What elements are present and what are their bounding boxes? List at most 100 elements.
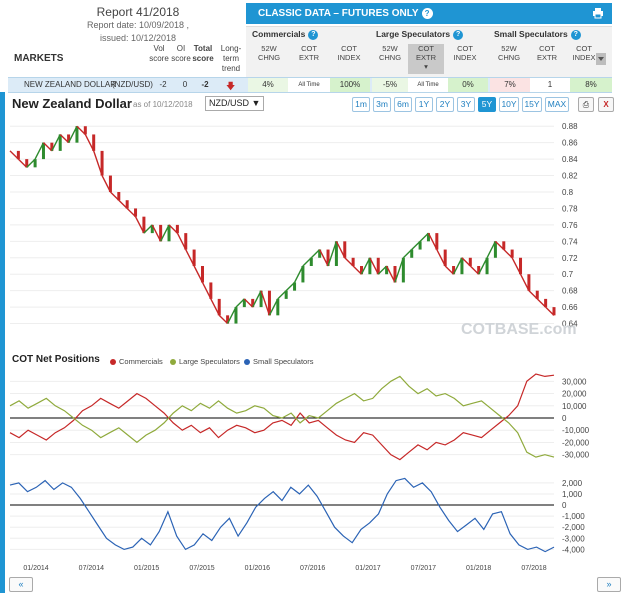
price-candle (58, 134, 62, 151)
large-speculators-line (9, 375, 555, 458)
y-tick-label: -10,000 (562, 426, 590, 435)
small-spec-series (9, 477, 555, 553)
price-candle (175, 224, 179, 234)
legend-commercials: Commercials (110, 357, 163, 366)
column-52w-chng[interactable]: 52W CHNG (257, 44, 281, 62)
price-candle (376, 257, 380, 275)
market-symbol: (NZD/USD) (112, 80, 153, 89)
help-icon[interactable]: ? (421, 8, 433, 19)
close-chart-button[interactable]: X (598, 97, 614, 112)
price-candle (426, 233, 430, 242)
price-candle (418, 241, 422, 250)
price-candle (334, 241, 338, 266)
prev-page-button[interactable]: « (9, 577, 33, 592)
next-page-button[interactable]: » (597, 577, 621, 592)
print-icon[interactable] (592, 7, 604, 19)
column-cot-extr[interactable]: COT EXTR (536, 44, 557, 62)
timeframe-3m[interactable]: 3m (373, 97, 391, 112)
comm-cot-extr: All Time (288, 78, 330, 92)
small-spec-cot-extr: 1 (530, 78, 570, 92)
timeframe-1m[interactable]: 1m (352, 97, 370, 112)
oi-score-header: OI score (171, 44, 191, 63)
price-candle (217, 298, 221, 316)
group-large-speculators-name: Large Speculators (376, 29, 451, 39)
small-spec-cot-index: 8% (570, 78, 612, 92)
timeframe-max[interactable]: MAX (545, 97, 569, 112)
y-tick-label: 0.74 (562, 237, 578, 246)
report-issued: issued: 10/12/2018 (99, 33, 177, 43)
price-candle (75, 126, 79, 143)
price-y-ticks: 0.88 0.86 0.84 0.82 0.8 0.78 0.76 0.74 0.72 0.7 0.… (562, 122, 578, 328)
timeframe-5y-active[interactable]: 5Y (478, 97, 496, 112)
price-candle (435, 233, 439, 250)
y-tick-label: 20,000 (562, 390, 587, 399)
price-candle (443, 249, 447, 266)
y-tick-label: 0 (562, 501, 567, 510)
timeframe-10y[interactable]: 10Y (499, 97, 519, 112)
large-spec-cot-index: 0% (448, 78, 488, 92)
classic-data-header: CLASSIC DATA – FUTURES ONLY? (246, 3, 612, 24)
help-icon[interactable]: ? (308, 29, 319, 40)
trend-down-arrow-icon: 🡇 (226, 81, 236, 91)
price-candle (41, 142, 45, 160)
timeframe-15y[interactable]: 15Y (522, 97, 542, 112)
timeframe-3y[interactable]: 3Y (457, 97, 475, 112)
column-cot-extr-selected[interactable]: COT EXTR ▾ (408, 44, 444, 74)
y-tick-label: 0.76 (562, 221, 578, 230)
group-small-speculators-name: Small Speculators (494, 29, 568, 39)
price-candle (234, 307, 238, 324)
price-candle (293, 282, 297, 291)
x-tick-label: 01/2016 (245, 565, 270, 572)
x-tick-label: 07/2017 (411, 565, 436, 572)
market-row-nzd[interactable]: NEW ZEALAND DOLLAR (NZD/USD) -2 0 -2 🡇 4… (8, 77, 612, 93)
y-tick-label: -4,000 (562, 545, 585, 554)
x-axis-ticks: 01/2014 07/2014 01/2015 07/2015 01/2016 07/20… (23, 565, 546, 572)
y-tick-label: 1,000 (562, 490, 583, 499)
price-candle (242, 298, 246, 308)
price-candle (360, 266, 364, 275)
price-candle (502, 241, 506, 250)
price-candle (309, 257, 313, 266)
column-cot-index[interactable]: COT INDEX (337, 44, 361, 62)
cot-net-chart: 30,000 20,000 10,000 0 -10,000 -20,000 -30,000 (9, 373, 590, 461)
column-52w-chng[interactable]: 52W CHNG (378, 44, 402, 62)
legend-small-spec-label: Small Speculators (253, 357, 314, 366)
column-cot-index[interactable]: COT INDEX (572, 44, 596, 62)
cot-y-ticks: 30,000 20,000 10,000 0 -10,000 -20,000 -30,000 (562, 377, 590, 459)
y-tick-label: -20,000 (562, 438, 590, 447)
price-candle (326, 249, 330, 266)
vol-score-header: Vol score (149, 44, 169, 63)
y-tick-label: 10,000 (562, 402, 587, 411)
help-icon[interactable]: ? (453, 29, 464, 40)
help-icon[interactable]: ? (570, 29, 581, 40)
timeframe-1y[interactable]: 1Y (415, 97, 433, 112)
y-tick-label: -2,000 (562, 523, 585, 532)
legend-commercials-label: Commercials (119, 357, 163, 366)
small-spec-52w-chng: 7% (490, 78, 530, 92)
column-52w-chng[interactable]: 52W CHNG (497, 44, 521, 62)
timeframe-2y[interactable]: 2Y (436, 97, 454, 112)
price-candle (385, 266, 389, 275)
y-tick-label: 0.68 (562, 287, 578, 296)
column-cot-index[interactable]: COT INDEX (453, 44, 477, 62)
dropdown-toggle-icon[interactable] (596, 53, 606, 65)
price-candle (284, 290, 288, 299)
price-candle (452, 266, 456, 275)
market-name[interactable]: NEW ZEALAND DOLLAR (24, 80, 117, 89)
y-tick-label: 0.72 (562, 254, 578, 263)
print-chart-icon[interactable]: ⎙ (578, 97, 594, 112)
column-cot-extr[interactable]: COT EXTR (298, 44, 319, 62)
x-tick-label: 01/2018 (466, 565, 491, 572)
timeframe-6m[interactable]: 6m (394, 97, 412, 112)
group-commercials: Commercials? 52W CHNG COT EXTR COT INDEX (246, 26, 370, 77)
group-small-speculators: Small Speculators? 52W CHNG COT EXTR COT… (488, 26, 612, 77)
cot-series (9, 373, 555, 461)
price-candle (468, 257, 472, 266)
legend-small-spec-dot (244, 359, 250, 366)
price-candle (25, 159, 29, 168)
pair-select[interactable]: NZD/USD ▼ (205, 96, 264, 111)
price-candle (226, 315, 230, 324)
classic-data-title: CLASSIC DATA – FUTURES ONLY (258, 8, 419, 20)
report-title: Report 41/2018 (96, 5, 180, 19)
price-candle (410, 249, 414, 258)
